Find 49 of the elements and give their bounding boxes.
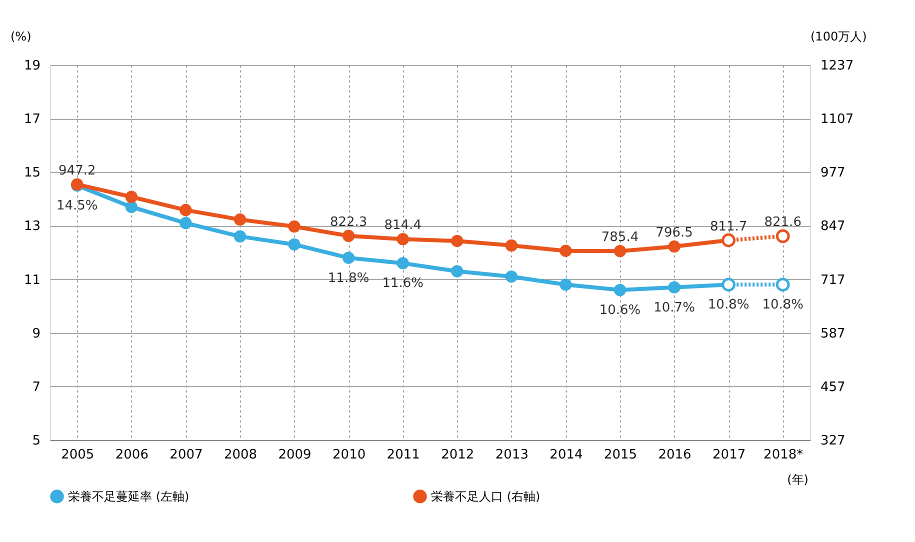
x-tick-label: 2006: [115, 448, 148, 462]
data-label: 811.7: [710, 219, 748, 234]
x-tick-label: 2011: [386, 448, 420, 462]
y2-tick-label: 327: [820, 434, 846, 448]
data-label: 10.8%: [708, 298, 750, 313]
y-tick-label: 11: [24, 272, 40, 288]
data-label: 947.2: [58, 163, 96, 178]
x-tick-label: 2009: [278, 448, 312, 462]
y-tick-label: 15: [24, 166, 40, 181]
x-tick-label: 2017: [712, 448, 746, 462]
data-label: 14.5%: [56, 198, 98, 214]
x-tick-label: 2014: [550, 448, 583, 462]
data-label: 10.6%: [599, 303, 641, 318]
y2-tick-label: 457: [820, 380, 846, 395]
x-tick-label: 2005: [61, 448, 94, 462]
data-label: 10.8%: [762, 298, 804, 313]
legend-label: 栄養不足蔓延率 (左軸): [68, 489, 190, 504]
x-axis-title: (年): [787, 472, 808, 486]
data-label: 814.4: [384, 218, 422, 234]
y-tick-label: 9: [32, 326, 40, 342]
y-tick-label: 13: [24, 219, 40, 234]
x-tick-label: 2013: [495, 448, 528, 462]
y-tick-label: 5: [32, 434, 40, 448]
y-tick-label: 7: [32, 380, 40, 395]
data-label: 10.7%: [654, 300, 695, 316]
y2-tick-label: 1237: [820, 58, 854, 74]
data-label: 821.6: [764, 215, 802, 230]
y2-axis-title: (100万人): [810, 30, 867, 44]
x-tick-label: 2012: [441, 448, 474, 462]
y2-tick-label: 1107: [820, 112, 854, 128]
x-tick-label: 2016: [658, 448, 692, 462]
x-tick-label: 2007: [170, 448, 203, 462]
y-axis-title: (%): [10, 30, 32, 44]
y-tick-label: 17: [24, 112, 40, 128]
data-label: 11.6%: [382, 276, 424, 292]
y2-tick-label: 977: [820, 166, 846, 181]
y2-tick-label: 587: [820, 326, 846, 342]
y-tick-label: 19: [24, 58, 40, 74]
x-tick-label: 2018*: [764, 448, 804, 462]
y2-tick-label: 717: [820, 272, 846, 288]
y2-tick-label: 847: [820, 219, 846, 234]
x-tick-label: 2010: [332, 448, 366, 462]
x-tick-label: 2008: [224, 448, 258, 462]
x-tick-label: 2015: [604, 448, 638, 462]
data-label: 796.5: [656, 226, 693, 241]
data-label: 11.8%: [328, 270, 370, 286]
data-label: 822.3: [330, 214, 368, 230]
legend-label: 栄養不足人口 (右軸): [431, 489, 540, 504]
data-label: 785.4: [601, 230, 639, 246]
